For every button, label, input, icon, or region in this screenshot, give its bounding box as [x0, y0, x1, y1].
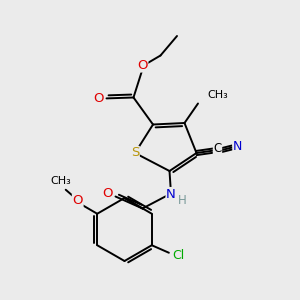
Text: CH₃: CH₃: [51, 176, 72, 186]
Text: C: C: [213, 142, 222, 155]
Text: O: O: [73, 194, 83, 207]
Text: N: N: [233, 140, 242, 153]
Text: O: O: [102, 187, 112, 200]
Text: N: N: [166, 188, 176, 201]
Text: O: O: [137, 59, 148, 72]
Text: Cl: Cl: [173, 249, 185, 262]
Text: S: S: [131, 146, 139, 160]
Text: O: O: [93, 92, 103, 105]
Text: CH₃: CH₃: [207, 90, 228, 100]
Text: H: H: [178, 194, 187, 207]
